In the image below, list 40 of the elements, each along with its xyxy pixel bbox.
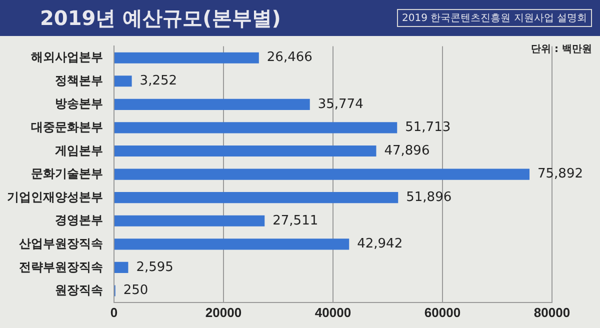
bar xyxy=(114,122,398,134)
data-label: 75,892 xyxy=(538,166,584,182)
data-label: 27,511 xyxy=(272,213,318,228)
x-tick-label: 20000 xyxy=(205,304,242,320)
data-label: 2,595 xyxy=(136,260,174,275)
y-tick-label: 전략부원장직속 xyxy=(19,260,103,274)
data-label: 250 xyxy=(123,283,148,298)
y-tick-label: 방송본부 xyxy=(55,96,103,111)
y-tick-label: 문화기술본부 xyxy=(31,166,103,181)
y-tick-label: 정책본부 xyxy=(55,73,103,88)
data-label: 51,713 xyxy=(405,120,451,136)
bar xyxy=(114,168,530,180)
y-tick-label: 해외사업본부 xyxy=(31,50,103,64)
data-label: 42,942 xyxy=(357,236,403,252)
data-label: 35,774 xyxy=(318,96,364,112)
data-label: 51,896 xyxy=(406,190,452,205)
y-tick-label: 게임본부 xyxy=(55,143,103,158)
bar xyxy=(114,76,132,87)
x-tick-label: 40000 xyxy=(314,304,352,320)
y-tick-label: 산업부원장직속 xyxy=(19,236,103,250)
bar xyxy=(114,145,376,157)
bar xyxy=(114,262,128,273)
bar xyxy=(114,215,265,226)
bar xyxy=(114,52,259,64)
bar xyxy=(114,192,398,204)
text: 2019 한국콘텐츠진흥원 지원사업 설명회 xyxy=(397,9,592,27)
x-tick-label: 60000 xyxy=(424,304,461,320)
y-tick-label: 원장직속 xyxy=(55,283,103,298)
chart-title: 2019년 예산규모(본부별) xyxy=(40,4,281,32)
data-label: 26,466 xyxy=(266,50,312,66)
y-tick-label: 경영본부 xyxy=(55,213,103,228)
x-tick-label: 80000 xyxy=(534,304,570,320)
data-label: 3,252 xyxy=(140,74,178,89)
annotation: 단위 : 백만원 xyxy=(531,43,592,56)
data-label: 47,896 xyxy=(384,143,430,158)
y-tick-label: 기업인재양성본부 xyxy=(7,190,103,204)
y-tick-label: 대중문화본부 xyxy=(31,120,103,134)
bar xyxy=(114,98,310,110)
bar xyxy=(114,238,350,250)
x-tick-label: 0 xyxy=(110,304,118,320)
